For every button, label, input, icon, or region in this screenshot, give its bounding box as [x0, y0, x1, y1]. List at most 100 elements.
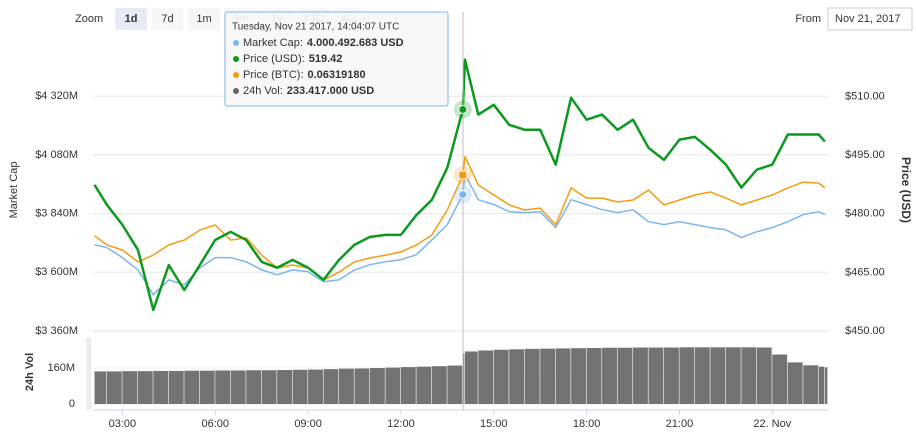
volume-bar	[824, 367, 828, 404]
tooltip-row: Price (BTC): 0.06319180	[243, 69, 366, 81]
volume-bar	[184, 370, 200, 404]
volume-bar	[168, 370, 184, 404]
volume-bar	[416, 366, 432, 404]
volume-bar	[215, 370, 231, 404]
x-tick-label: 15:00	[480, 418, 508, 430]
volume-bar	[153, 370, 169, 404]
tooltip-row-label: 24h Vol:	[243, 85, 283, 97]
volume-bar	[756, 347, 772, 404]
zoom-label: Zoom	[75, 13, 103, 25]
tooltip-bullet	[233, 88, 239, 94]
volume-bar	[277, 370, 293, 404]
y2-tick-label: $495.00	[845, 149, 885, 161]
series-line	[94, 155, 826, 281]
tooltip-bullet	[233, 72, 239, 78]
volume-bar	[602, 347, 617, 404]
volume-bar	[772, 354, 788, 404]
from-label: From	[795, 13, 821, 25]
volume-bar	[431, 366, 447, 404]
x-tick-label: 03:00	[109, 418, 137, 430]
hover-markers	[453, 100, 472, 204]
volume-bar	[94, 371, 107, 404]
volume-bar	[199, 370, 215, 404]
y2-tick-label: $450.00	[845, 325, 885, 337]
volume-bar	[555, 348, 571, 404]
volume-bar	[261, 370, 277, 404]
tooltip-row-value: 4.000.492.683 USD	[307, 37, 404, 49]
hover-marker	[458, 190, 468, 200]
volume-bar	[679, 347, 695, 404]
volume-bar	[633, 347, 648, 404]
x-tick-label: 21:00	[666, 418, 694, 430]
y2-tick-label: $480.00	[845, 208, 885, 220]
y-tick-label: $3 840M	[35, 208, 78, 220]
volume-bar	[540, 348, 556, 404]
hover-marker	[458, 105, 468, 115]
series-line	[93, 58, 826, 312]
volume-bar	[292, 369, 308, 404]
volume-bar	[586, 347, 602, 404]
tooltip-bullet	[233, 40, 239, 46]
range-button-label[interactable]: 1d	[125, 13, 138, 25]
volume-bar	[478, 350, 494, 404]
tooltip-title: Tuesday, Nov 21 2017, 14:04:07 UTC	[232, 22, 399, 33]
volume-bar	[400, 367, 416, 404]
plots: $3 360M $3 600M $3 840M $4 080M $4 320M $450.…	[8, 58, 913, 430]
volume-bar	[137, 371, 153, 404]
volume-bar	[818, 366, 825, 404]
date-input[interactable]	[827, 7, 913, 31]
y-tick-label: $3 360M	[35, 325, 78, 337]
range-button[interactable]	[115, 8, 147, 30]
tooltip-row-label: Price (BTC):	[243, 69, 304, 81]
range-button[interactable]	[151, 8, 184, 30]
tooltip-row-label: Market Cap:	[243, 37, 303, 49]
y-tick-label: $4 080M	[35, 149, 78, 161]
volume-bar	[725, 347, 741, 404]
tooltip-row: 24h Vol: 233.417.000 USD	[243, 85, 374, 97]
volume-bar	[385, 367, 401, 404]
tooltip-row-value: 233.417.000 USD	[287, 85, 375, 97]
range-button-label[interactable]: 7d	[161, 13, 173, 25]
y-tick-label: $4 320M	[35, 90, 78, 102]
x-tick-label: 06:00	[201, 418, 229, 430]
volume-bar	[106, 371, 122, 404]
y2-axis-title: Price (USD)	[899, 157, 913, 223]
volume-bar	[524, 348, 540, 404]
volume-bar	[354, 368, 370, 404]
volume-bar	[323, 369, 339, 404]
series-line	[94, 173, 826, 296]
tooltip-bullet	[233, 56, 239, 62]
volume-bar	[230, 370, 246, 404]
volume-bar	[509, 349, 525, 404]
volume-bar	[710, 347, 726, 404]
volume-bar	[663, 347, 679, 404]
hover-marker	[458, 170, 468, 180]
volume-bar	[246, 370, 262, 404]
volume-bar	[787, 362, 803, 404]
y-tick-label: 160M	[47, 362, 75, 374]
tooltip-row-value: 0.06319180	[308, 69, 366, 81]
volume-bar	[648, 347, 664, 404]
tooltip-row: Market Cap: 4.000.492.683 USD	[243, 37, 404, 49]
date-value[interactable]: Nov 21, 2017	[835, 13, 900, 25]
x-tick-label: 12:00	[387, 418, 415, 430]
x-tick-label: 18:00	[573, 418, 601, 430]
volume-bar	[462, 353, 465, 404]
volume-bar	[464, 351, 478, 404]
volume-bar	[694, 347, 710, 404]
range-button-label[interactable]: 1m	[196, 13, 211, 25]
y-axis-title: Market Cap	[8, 162, 20, 219]
volume-bar	[493, 349, 509, 404]
range-button[interactable]	[188, 8, 220, 30]
volume-bar	[369, 368, 385, 404]
volume-bar	[803, 365, 819, 404]
tooltip-row-label: Price (USD):	[243, 53, 305, 65]
y2-tick-label: $465.00	[845, 266, 885, 278]
y-axis-title: 24h Vol	[24, 353, 36, 391]
volume-bar	[447, 365, 463, 404]
tooltip: Tuesday, Nov 21 2017, 14:04:07 UTC Marke…	[224, 11, 449, 107]
tooltip-box	[224, 11, 449, 107]
y-tick-label: 0	[69, 398, 75, 410]
